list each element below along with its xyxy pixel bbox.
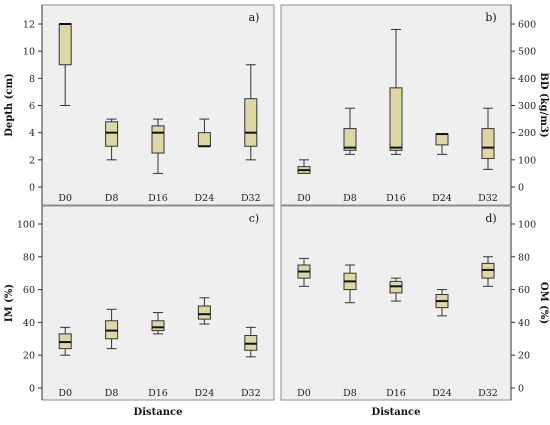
box-body [481, 128, 495, 159]
box-body [105, 121, 119, 147]
chart-panel-4: 0 20 40 60 80 100 OM (%) D0 D8 D16 D24 D32 d) Distanc… [280, 205, 549, 418]
box-D8 [105, 118, 119, 161]
y-axis-title: OM (%) [538, 282, 549, 324]
x-tick-label: D32 [241, 388, 261, 399]
x-tick-label: D8 [105, 193, 119, 204]
chart-panel-3: 0 20 40 60 80 100 IM (%) D0 D8 D16 D24 D32 c) Distanc… [4, 205, 275, 418]
box-D32 [481, 107, 495, 170]
y-tick-label: 40 [23, 318, 35, 329]
box-D32 [244, 64, 258, 161]
box-D0 [58, 326, 72, 356]
box-D32 [481, 256, 495, 287]
y-tick-label: 80 [23, 252, 35, 263]
box-body [151, 320, 165, 332]
x-axis-title: Distance [372, 407, 421, 418]
x-tick-label: D0 [297, 193, 311, 204]
x-tick-label: D16 [386, 388, 406, 399]
panel-label: c) [249, 212, 259, 225]
box-D0 [297, 257, 311, 287]
box-body [197, 305, 211, 320]
y-tick-label: 4 [29, 128, 35, 139]
y-axis-title: Depth (cm) [4, 73, 15, 137]
box-body [389, 87, 403, 151]
panel-label: b) [485, 11, 496, 24]
y-axis-title: IM (%) [4, 284, 15, 322]
x-tick-label: D0 [58, 388, 72, 399]
x-tick-label: D32 [478, 388, 498, 399]
box-D8 [343, 264, 357, 304]
panel-label: d) [485, 212, 496, 225]
y-tick-label: 10 [23, 47, 35, 58]
box-D24 [435, 133, 449, 155]
panel-label: a) [249, 11, 260, 24]
y-tick-label: 0 [518, 183, 524, 194]
x-tick-label: D32 [241, 193, 261, 204]
x-tick-label: D24 [195, 193, 215, 204]
x-tick-label: D24 [432, 193, 452, 204]
box-body [197, 132, 211, 147]
box-D16 [151, 312, 165, 335]
y-tick-label: 200 [518, 128, 536, 139]
panel-background [41, 205, 275, 401]
y-tick-label: 300 [518, 101, 536, 112]
box-D24 [197, 297, 211, 325]
box-body [435, 133, 449, 146]
chart-panel-1: 0 2 4 6 8 10 12 Depth (cm) D0 D8 D16 D24 D32 a) [4, 4, 275, 206]
y-tick-label: 400 [518, 74, 536, 85]
y-tick-label: 12 [23, 20, 35, 31]
x-tick-label: D24 [195, 388, 215, 399]
y-tick-label: 600 [518, 20, 536, 31]
y-tick-label: 60 [518, 285, 530, 296]
box-D16 [389, 28, 403, 155]
y-tick-label: 0 [29, 384, 35, 395]
y-tick-label: 8 [29, 74, 35, 85]
box-D24 [435, 289, 449, 317]
y-tick-label: 100 [518, 220, 536, 231]
x-tick-label: D0 [58, 193, 72, 204]
box-D16 [389, 277, 403, 302]
chart-panel-2: 0 100 200 300 400 500 600 BD (kg/m3) D0 D8 D16 D24 D… [280, 4, 549, 206]
y-axis-title: BD (kg/m3) [538, 72, 549, 137]
x-tick-label: D16 [148, 193, 168, 204]
box-D0 [58, 23, 72, 106]
x-tick-label: D8 [105, 388, 119, 399]
x-tick-label: D32 [478, 193, 498, 204]
x-tick-label: D24 [432, 388, 452, 399]
y-tick-label: 6 [29, 101, 35, 112]
y-tick-label: 0 [518, 384, 524, 395]
x-tick-label: D16 [386, 193, 406, 204]
box-D32 [244, 326, 258, 358]
x-tick-label: D8 [343, 388, 357, 399]
box-D24 [197, 118, 211, 148]
y-tick-label: 100 [17, 220, 35, 231]
x-axis-title: Distance [134, 407, 183, 418]
box-body [244, 98, 258, 147]
y-tick-label: 2 [29, 155, 35, 166]
box-D8 [105, 308, 119, 350]
y-tick-label: 0 [29, 183, 35, 194]
box-body [343, 128, 357, 151]
y-tick-label: 20 [23, 351, 35, 362]
box-D8 [343, 107, 357, 155]
x-tick-label: D0 [297, 388, 311, 399]
x-tick-label: D16 [148, 388, 168, 399]
box-D16 [151, 118, 165, 174]
box-D0 [297, 159, 311, 174]
y-tick-label: 80 [518, 252, 530, 263]
y-tick-label: 40 [518, 318, 530, 329]
y-tick-label: 60 [23, 285, 35, 296]
y-tick-label: 100 [518, 155, 536, 166]
y-tick-label: 500 [518, 47, 536, 58]
box-body [58, 23, 72, 66]
box-body [151, 125, 165, 154]
panel-background [280, 205, 512, 401]
panel-background [41, 4, 275, 206]
x-tick-label: D8 [343, 193, 357, 204]
y-tick-label: 20 [518, 351, 530, 362]
